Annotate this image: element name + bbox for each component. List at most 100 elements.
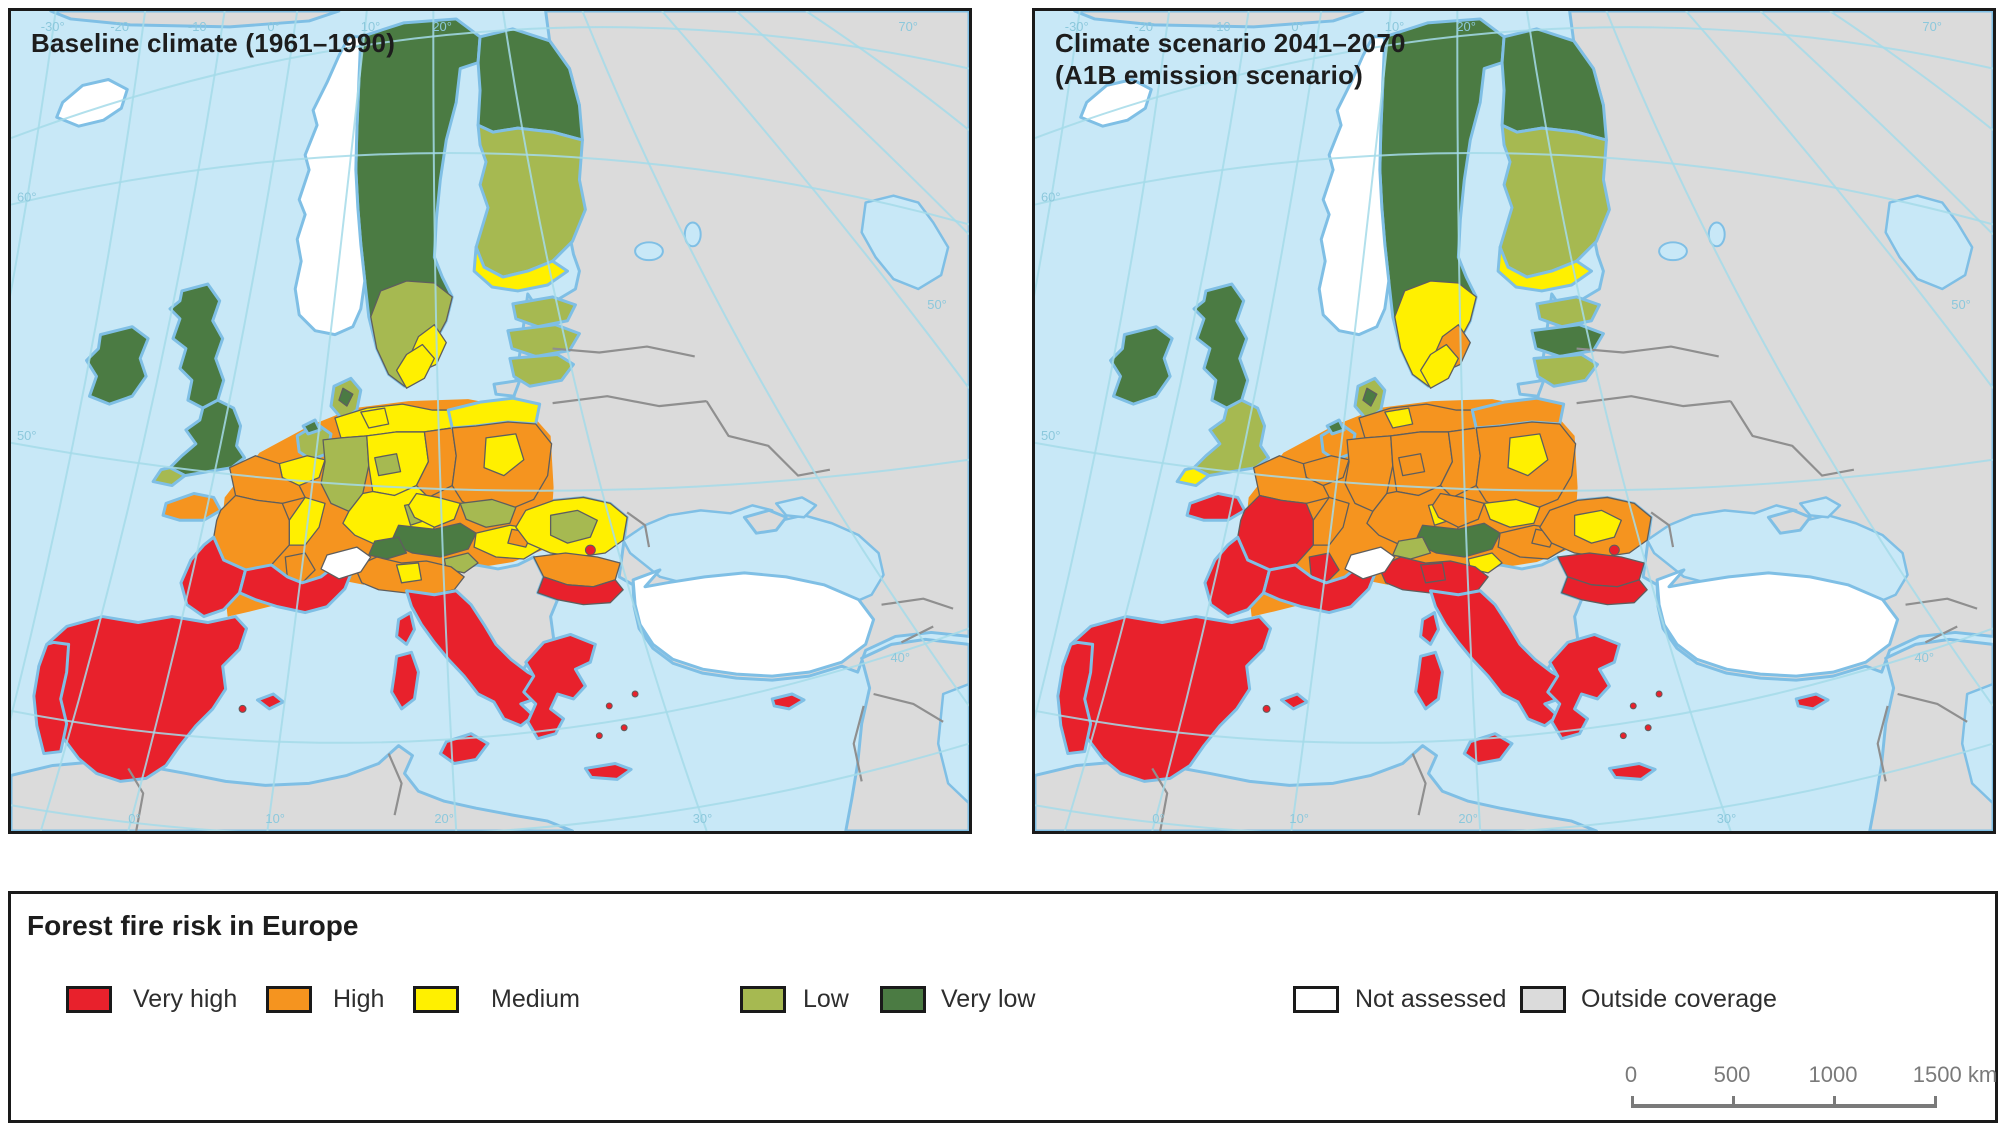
region-de-patch-a — [360, 407, 390, 429]
region-finland-south — [1496, 245, 1594, 293]
assessed-regions — [32, 17, 876, 783]
country-borders — [127, 345, 954, 831]
svg-text:0°: 0° — [128, 811, 140, 826]
svg-text:30°: 30° — [693, 811, 713, 826]
scale-1000: 1000 — [1808, 1062, 1858, 1087]
scale-tick — [1934, 1096, 1937, 1105]
region-norway — [1317, 35, 1391, 337]
high-label: High — [333, 985, 385, 1013]
svg-text:60°: 60° — [1041, 190, 1061, 205]
region-balearics — [238, 704, 247, 713]
very-low-label: Very low — [941, 985, 1036, 1013]
region-balearics — [255, 692, 285, 711]
svg-text:20°: 20° — [1456, 19, 1476, 34]
region-latvia — [1530, 323, 1605, 358]
low-swatch — [740, 986, 786, 1013]
region-slovakia — [1483, 498, 1541, 528]
low-label: Low — [803, 985, 849, 1013]
scale-500: 500 — [1713, 1062, 1751, 1087]
svg-text:50°: 50° — [1951, 297, 1971, 312]
region-aegean — [1655, 690, 1663, 698]
region-grayland-greenland — [1073, 11, 1365, 29]
region-crete — [1607, 762, 1657, 781]
map-panel-baseline: -30° -20 -10 0° 10° 20° 70° 60° 50° 50° … — [8, 8, 972, 834]
region-aegean — [1644, 724, 1652, 732]
not-assessed-swatch — [1293, 986, 1339, 1013]
region-iceland — [1079, 78, 1153, 128]
region-grayland-greenland — [49, 11, 341, 29]
region-cyprus — [1794, 692, 1830, 711]
region-uk-southwest — [151, 466, 187, 488]
svg-text:-10: -10 — [1212, 19, 1231, 34]
region-turkey — [1655, 568, 1900, 678]
europe-map: -30° -20 -10 0° 10° 20° 70° 60° 50° 50° … — [11, 11, 969, 831]
region-lithuania — [508, 352, 575, 388]
region-it-peninsula — [1429, 589, 1584, 728]
svg-text:50°: 50° — [927, 297, 947, 312]
svg-text:20°: 20° — [432, 19, 452, 34]
region-estonia — [1535, 295, 1601, 329]
region-balearics — [1262, 704, 1271, 713]
svg-text:10°: 10° — [1385, 19, 1405, 34]
sea-of-azov — [1798, 496, 1842, 519]
svg-text:-20: -20 — [1134, 19, 1153, 34]
legend-panel: Forest fire risk in Europe Very high Hig… — [8, 891, 1998, 1123]
svg-text:40°: 40° — [1914, 650, 1934, 665]
region-ro-bucharest — [1608, 544, 1620, 556]
region-it-north-patch — [395, 562, 423, 584]
map-title-scenario: Climate scenario 2041–2070 (A1B emission… — [1055, 27, 1406, 91]
map-title-line2: (A1B emission scenario) — [1055, 60, 1364, 90]
region-crete — [583, 762, 633, 781]
region-austria-west — [368, 536, 408, 560]
svg-text:0°: 0° — [1291, 19, 1303, 34]
medium-label: Medium — [491, 985, 580, 1013]
svg-text:70°: 70° — [1922, 19, 1942, 34]
region-portugal — [32, 640, 71, 756]
region-denmark-patch — [338, 387, 354, 407]
white-sea — [860, 194, 950, 291]
region-kaliningrad — [1516, 378, 1546, 398]
svg-text:40°: 40° — [890, 650, 910, 665]
region-kaliningrad — [492, 378, 522, 398]
map-title-baseline: Baseline climate (1961–1990) — [31, 27, 395, 59]
scale-tick — [1631, 1096, 1634, 1105]
region-cyprus — [770, 692, 806, 711]
svg-text:-20: -20 — [110, 19, 129, 34]
region-estonia — [511, 295, 577, 329]
region-uk-scotland — [1192, 282, 1250, 410]
svg-text:10°: 10° — [265, 811, 285, 826]
region-austria-west — [1392, 536, 1432, 560]
region-ireland — [85, 325, 150, 406]
region-ro-center — [549, 509, 598, 544]
region-czech — [407, 492, 461, 528]
region-aegean — [1629, 702, 1637, 710]
region-fr-center — [1237, 494, 1314, 571]
europe-map: -30° -20 -10 0° 10° 20° 70° 60° 50° 50° … — [1035, 11, 1993, 831]
outside-coverage-label: Outside coverage — [1581, 985, 1777, 1013]
region-pl-patch — [1507, 433, 1549, 477]
outside-coverage-swatch — [1520, 986, 1566, 1013]
region-bg-south — [1561, 576, 1648, 606]
scale-0: 0 — [1624, 1062, 1638, 1087]
region-switzerland — [1344, 546, 1396, 580]
region-crimea — [742, 508, 788, 535]
region-sardinia — [390, 650, 420, 711]
region-greece — [522, 632, 597, 741]
region-ro-bucharest — [584, 544, 596, 556]
region-sardinia — [1414, 650, 1444, 711]
region-turkey — [631, 568, 876, 678]
region-corsica — [395, 611, 416, 646]
region-grayland-mideast — [1868, 637, 1993, 831]
region-latvia — [506, 323, 581, 358]
svg-text:30°: 30° — [1717, 811, 1737, 826]
region-portugal — [1056, 640, 1095, 756]
region-fr-rhone — [284, 552, 316, 584]
country-borders — [1151, 345, 1978, 831]
lake-onega — [1707, 221, 1726, 248]
region-nl-north — [1325, 418, 1346, 436]
scale-tick — [1732, 1096, 1735, 1105]
graticule-labels: -30° -20 -10 0° 10° 20° 70° 60° 50° 50° … — [17, 19, 947, 826]
region-crimea — [1766, 508, 1812, 535]
region-uk-southwest — [1175, 466, 1211, 488]
